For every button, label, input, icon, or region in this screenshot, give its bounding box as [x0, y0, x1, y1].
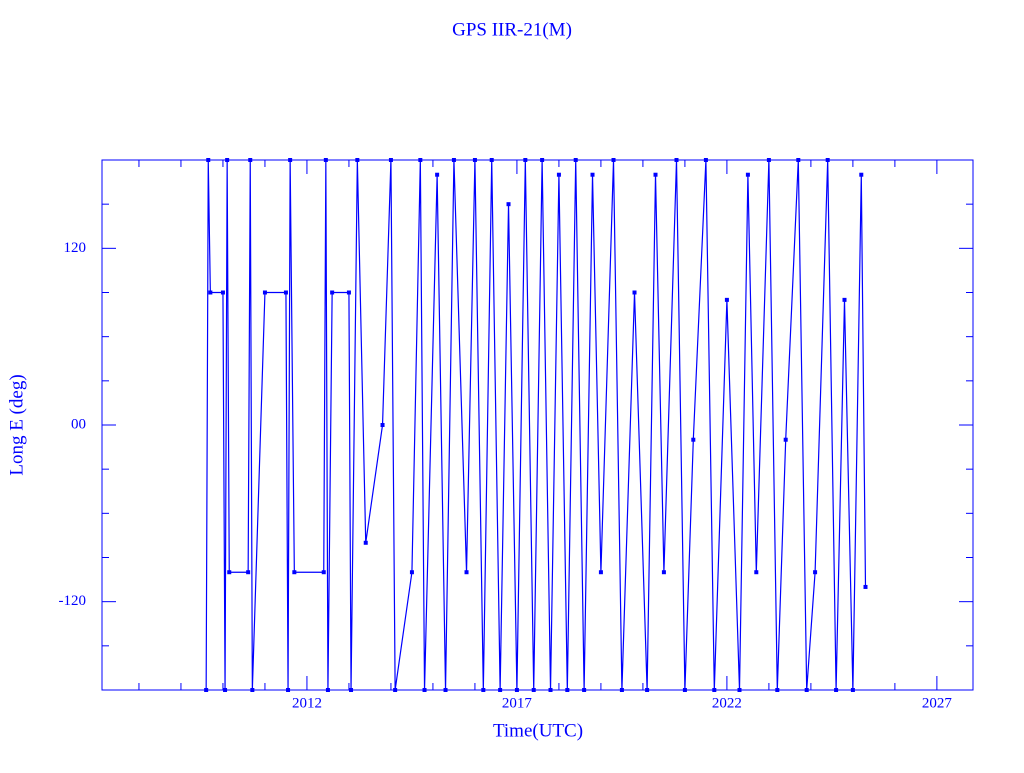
- data-point: [565, 688, 570, 692]
- data-point: [220, 290, 225, 295]
- data-point: [246, 570, 251, 575]
- data-point: [590, 172, 595, 177]
- data-point: [393, 688, 398, 692]
- data-point: [556, 172, 561, 177]
- data-point: [506, 202, 511, 207]
- data-point: [481, 688, 486, 692]
- data-point: [540, 158, 545, 162]
- chart-title: GPS IIR-21(M): [452, 19, 572, 40]
- data-point: [598, 570, 603, 575]
- data-point: [531, 688, 536, 692]
- data-point: [619, 688, 624, 692]
- data-point: [796, 158, 801, 162]
- data-point: [418, 158, 423, 162]
- data-point: [645, 688, 650, 692]
- data-point: [766, 158, 771, 162]
- data-point: [754, 570, 759, 575]
- data-point: [388, 158, 393, 162]
- data-point: [712, 688, 717, 692]
- data-point: [363, 540, 368, 545]
- data-point: [813, 570, 818, 575]
- data-point: [346, 290, 351, 295]
- y-tick-label: 00: [71, 416, 86, 432]
- data-point: [380, 423, 385, 427]
- data-point: [548, 688, 553, 692]
- data-point: [682, 688, 687, 692]
- data-point: [262, 290, 267, 295]
- data-point: [206, 158, 211, 162]
- data-point: [464, 570, 469, 575]
- data-point: [223, 688, 228, 692]
- data-point: [443, 688, 448, 692]
- data-point: [409, 570, 414, 575]
- data-point: [804, 688, 809, 692]
- data-point: [472, 158, 477, 162]
- data-point: [225, 158, 230, 162]
- x-tick-label: 2022: [712, 695, 742, 711]
- data-point: [250, 688, 255, 692]
- data-point: [632, 290, 637, 295]
- data-point: [451, 158, 456, 162]
- data-point: [611, 158, 616, 162]
- data-point: [691, 437, 696, 442]
- data-point: [489, 158, 494, 162]
- data-point: [582, 688, 587, 692]
- data-point: [435, 172, 440, 177]
- data-point: [523, 158, 528, 162]
- data-point: [292, 570, 297, 575]
- data-point: [355, 158, 360, 162]
- data-point: [859, 172, 864, 177]
- data-point: [775, 688, 780, 692]
- data-point: [653, 172, 658, 177]
- data-point: [288, 158, 293, 162]
- data-point: [248, 158, 253, 162]
- data-point: [349, 688, 354, 692]
- data-point: [573, 158, 578, 162]
- data-point: [724, 297, 729, 302]
- x-tick-label: 2012: [292, 695, 322, 711]
- x-tick-label: 2027: [922, 695, 953, 711]
- data-point: [422, 688, 427, 692]
- data-point: [842, 297, 847, 302]
- data-line: [205, 159, 867, 691]
- data-point: [783, 437, 788, 442]
- y-tick-label: 120: [64, 240, 87, 256]
- data-point: [834, 688, 839, 692]
- data-point: [283, 290, 288, 295]
- y-axis-label: Long E (deg): [6, 374, 27, 475]
- data-point: [286, 688, 291, 692]
- data-point: [514, 688, 519, 692]
- data-point: [323, 158, 328, 162]
- y-tick-label: -120: [59, 593, 87, 609]
- data-point: [204, 688, 209, 692]
- data-point: [825, 158, 830, 162]
- data-point: [208, 290, 213, 295]
- data-point: [674, 158, 679, 162]
- data-point: [737, 688, 742, 692]
- data-point: [321, 570, 326, 575]
- data-point: [330, 290, 335, 295]
- data-point: [850, 688, 855, 692]
- x-axis-label: Time(UTC): [493, 720, 583, 741]
- data-point: [703, 158, 708, 162]
- data-point: [227, 570, 232, 575]
- data-point: [661, 570, 666, 575]
- data-point: [325, 688, 330, 692]
- data-point: [745, 172, 750, 177]
- data-point: [863, 584, 868, 589]
- x-tick-label: 2017: [502, 695, 533, 711]
- data-point: [498, 688, 503, 692]
